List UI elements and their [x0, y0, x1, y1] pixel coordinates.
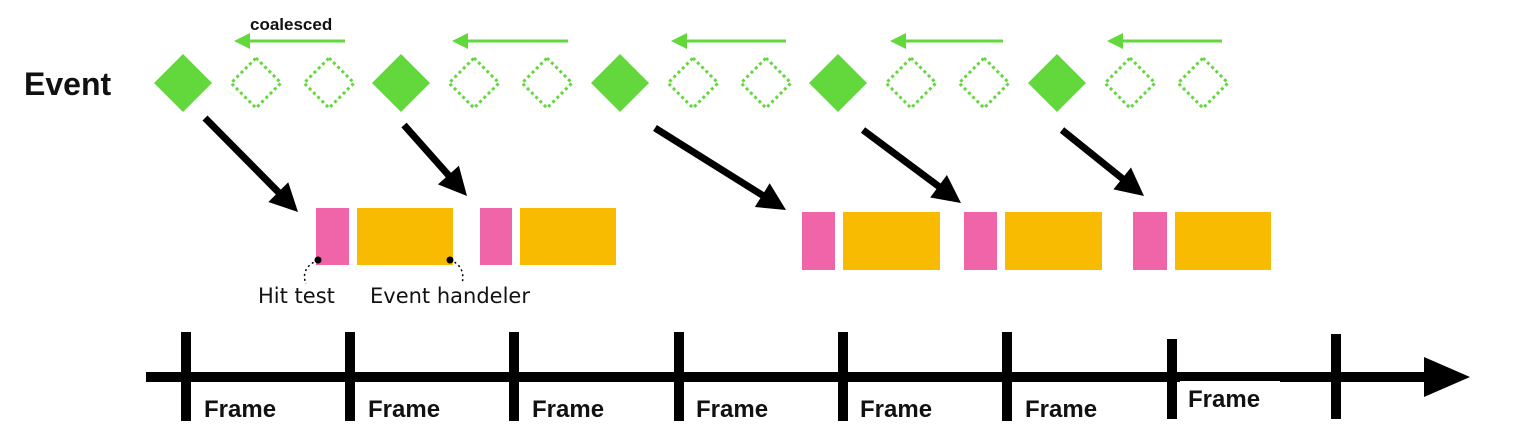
coalesced-event-icon [228, 55, 284, 111]
dispatch-arrow-shaft [1059, 127, 1126, 183]
timeline [146, 332, 1470, 421]
event-diamond-icon [154, 54, 212, 112]
coalesced-event-icon [665, 55, 721, 111]
event-diamond-icon [372, 54, 430, 112]
frame-label: Frame [860, 396, 933, 423]
hit-test-block [964, 212, 997, 270]
coalesced-arrows [234, 33, 1222, 49]
dispatch-arrow-shaft [202, 115, 283, 196]
dispatch-arrow-head-icon [1113, 167, 1144, 196]
dispatch-arrow-head-icon [437, 165, 467, 196]
coalesced-event-icon [1175, 55, 1231, 111]
frame-tick [509, 332, 519, 421]
frame-tick [674, 332, 684, 421]
event-handler-block [357, 208, 453, 265]
frame-label: Frame [1025, 396, 1098, 423]
frame-tick [1167, 339, 1177, 419]
coalesced-event-icon [883, 55, 939, 111]
dispatch-arrow-shaft [653, 125, 766, 200]
processing-blocks [316, 208, 1271, 270]
coalesced-event-icon [956, 55, 1012, 111]
frame-label: Frame [204, 396, 277, 423]
coalesced-event-icon [738, 55, 794, 111]
events-row [154, 54, 1231, 112]
axis-gap [1180, 381, 1280, 385]
dispatch-arrow-shaft [401, 122, 453, 179]
hit-test-block [480, 208, 512, 265]
frame-tick [1002, 332, 1012, 421]
hit-test-block [316, 208, 349, 265]
timeline-arrow-head-icon [1424, 357, 1470, 397]
dispatch-arrows [202, 115, 1144, 212]
frame-tick [345, 332, 355, 421]
event-row-label: Event [24, 66, 112, 102]
event-handler-label: Event handeler [370, 284, 530, 308]
event-diamond-icon [1028, 54, 1086, 112]
event-handler-block [843, 212, 940, 270]
dispatch-arrow-shaft [860, 127, 943, 191]
coalesced-label: coalesced [250, 15, 333, 34]
frame-label: Frame [696, 396, 769, 423]
event-handler-block [520, 208, 616, 265]
event-handler-block [1005, 212, 1102, 270]
hit-test-block [1133, 212, 1167, 270]
coalesced-arrow-head-icon [234, 33, 250, 49]
frame-tick [1331, 334, 1341, 419]
frame-label: Frame [368, 396, 441, 423]
dispatch-arrow-head-icon [268, 182, 298, 212]
coalesced-event-icon [446, 55, 502, 111]
event-handler-block [1175, 212, 1271, 270]
callout-line [303, 259, 319, 285]
coalesced-event-icon [519, 55, 575, 111]
event-diamond-icon [809, 54, 867, 112]
event-diamond-icon [591, 54, 649, 112]
hit-test-block [802, 212, 835, 270]
hit-test-label: Hit test [258, 284, 335, 308]
coalesced-arrow-head-icon [1107, 33, 1123, 49]
frame-tick [181, 332, 191, 421]
coalesced-event-icon [301, 55, 357, 111]
coalesced-arrow-head-icon [452, 33, 468, 49]
coalesced-arrow-head-icon [671, 33, 687, 49]
dispatch-arrow-head-icon [930, 175, 961, 203]
frame-tick [838, 332, 848, 421]
frame-label: Frame [1188, 386, 1261, 413]
coalesced-arrow-head-icon [890, 33, 906, 49]
coalesced-event-icon [1102, 55, 1158, 111]
block-callouts [303, 256, 464, 285]
dispatch-arrow-head-icon [754, 183, 786, 210]
frame-label: Frame [532, 396, 605, 423]
